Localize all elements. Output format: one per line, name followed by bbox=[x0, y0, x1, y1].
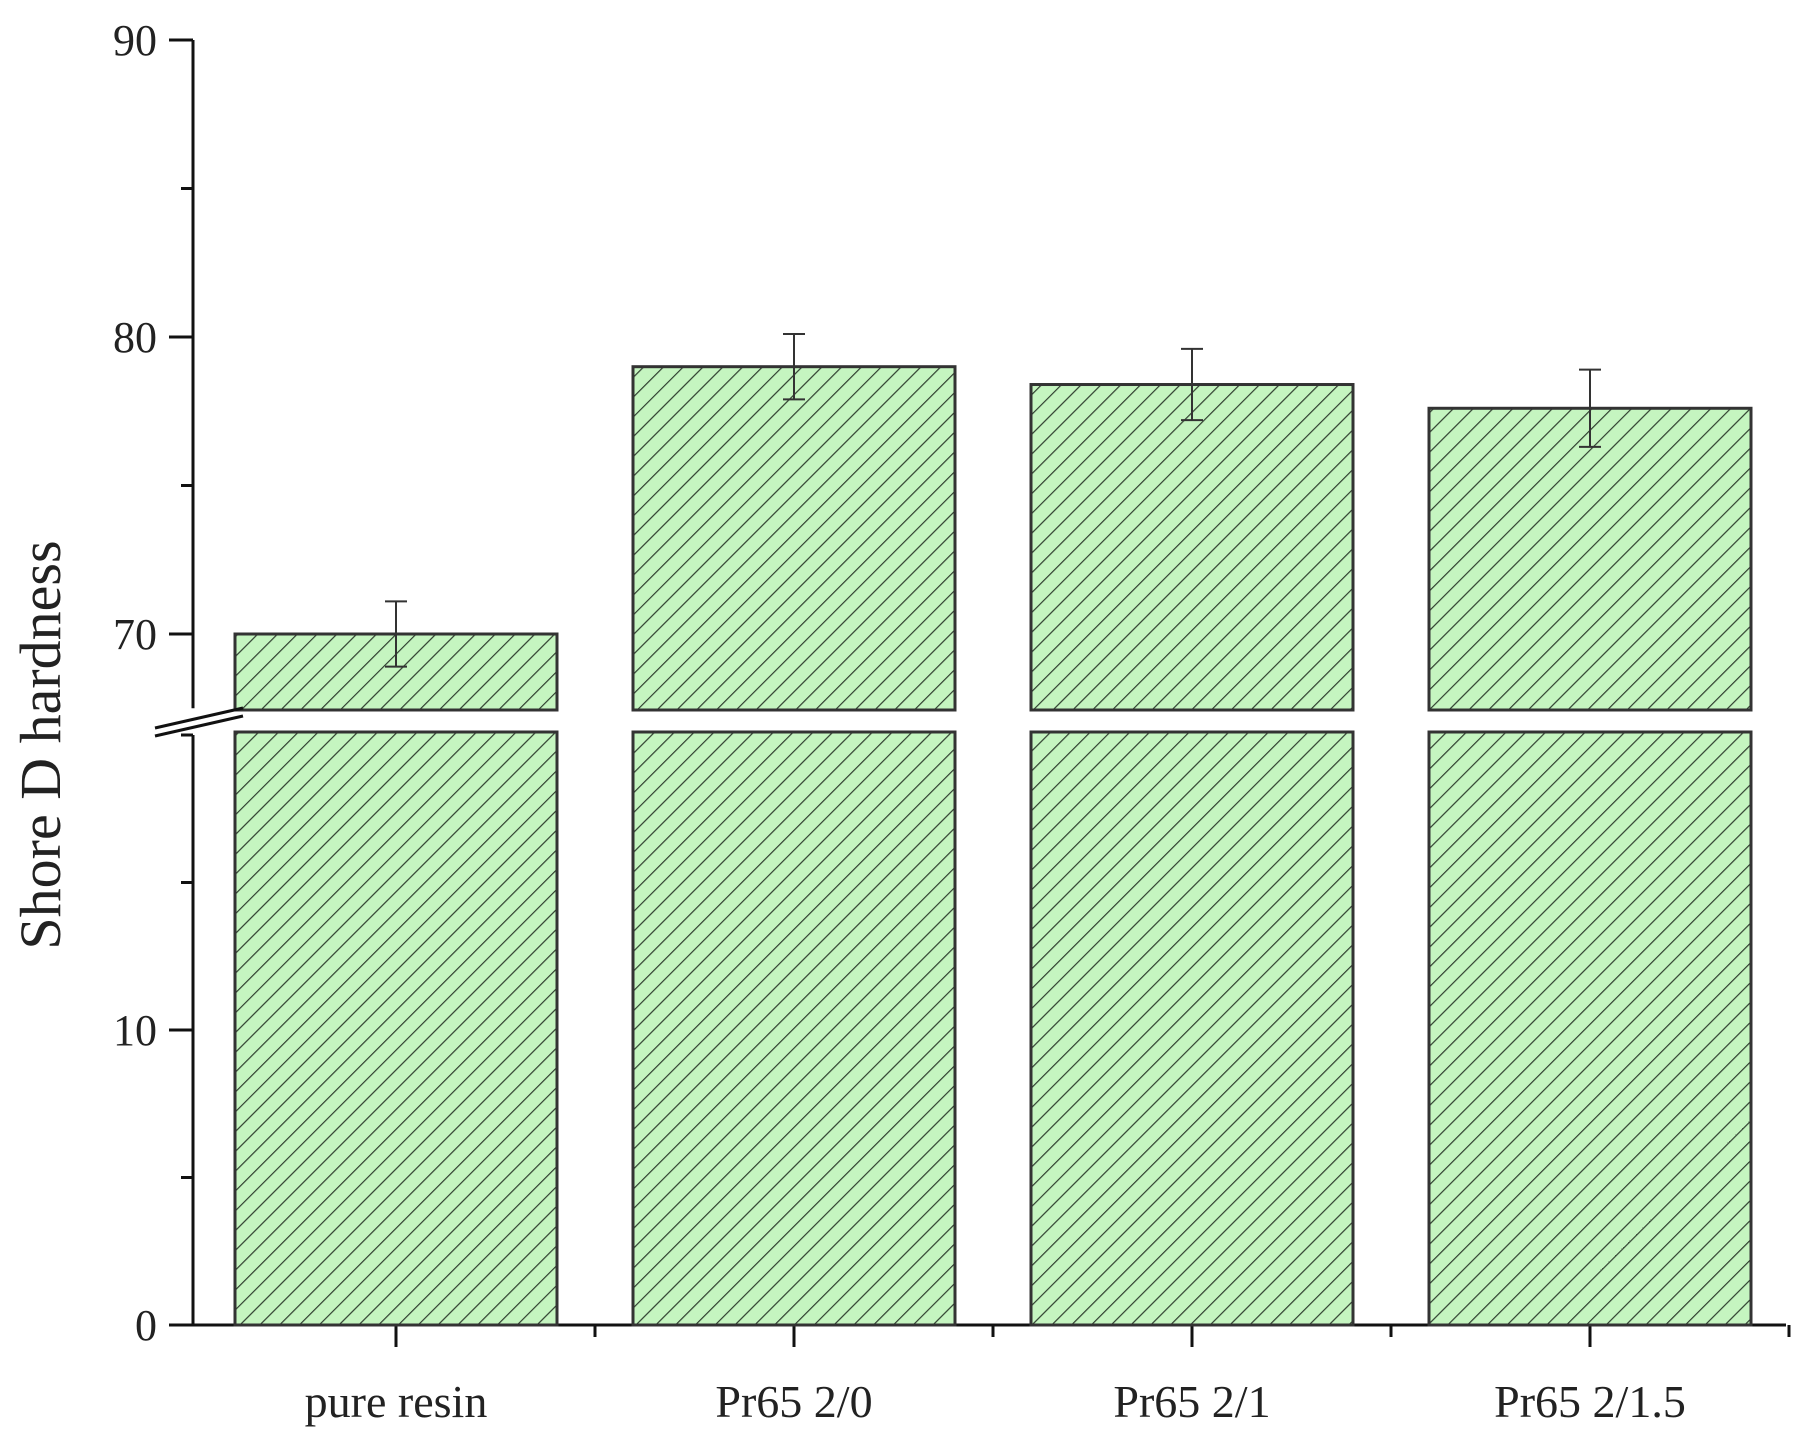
bar-upper bbox=[1029, 383, 1355, 712]
y-tick-label: 10 bbox=[113, 1006, 157, 1055]
x-category-label: Pr65 2/1 bbox=[1113, 1376, 1270, 1427]
x-category-label: pure resin bbox=[305, 1376, 488, 1427]
axis-break-gap bbox=[153, 712, 1786, 730]
tick-labels: 0 10 70 80 90 pure resin Pr65 2/0 Pr65 2/1 Pr65 … bbox=[113, 16, 1686, 1427]
y-tick-label: 0 bbox=[135, 1301, 157, 1350]
bar-upper bbox=[631, 365, 957, 712]
y-tick-label: 90 bbox=[113, 16, 157, 65]
bar-lower bbox=[1029, 730, 1355, 1327]
axis-break-mark-bottom bbox=[154, 714, 244, 738]
bar-lower bbox=[1427, 730, 1753, 1327]
bar-upper bbox=[1427, 406, 1753, 712]
x-category-label: Pr65 2/0 bbox=[715, 1376, 872, 1427]
bars bbox=[233, 333, 1753, 1327]
bar-lower bbox=[631, 730, 957, 1327]
x-category-label: Pr65 2/1.5 bbox=[1494, 1376, 1686, 1427]
bar-lower bbox=[233, 730, 559, 1327]
axis-break-mark-top bbox=[154, 706, 244, 730]
y-tick-label: 80 bbox=[113, 313, 157, 362]
axis-break bbox=[153, 706, 1786, 738]
y-axis-title: Shore D hardness bbox=[8, 540, 73, 949]
y-tick-label: 70 bbox=[113, 610, 157, 659]
